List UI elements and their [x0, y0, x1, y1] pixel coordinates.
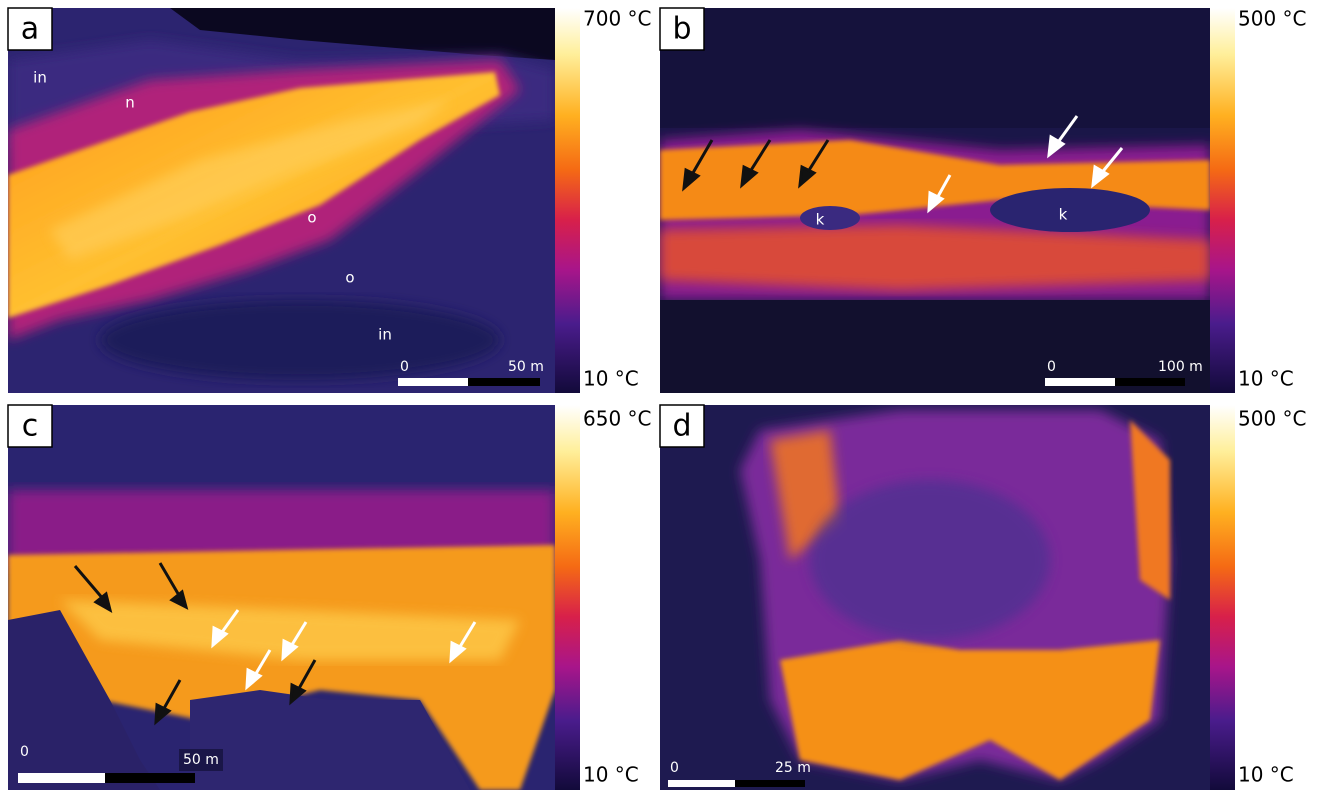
colorbar-max-label: 500 °C — [1238, 407, 1307, 431]
arrows — [73, 115, 1124, 726]
annotation: in — [33, 69, 47, 87]
colorbar-min-label: 10 °C — [583, 763, 639, 787]
scale-bar-white — [668, 780, 735, 787]
scale-bar-black — [468, 378, 540, 386]
panel-label: b — [672, 12, 691, 47]
panel-label-box — [659, 7, 705, 51]
panel-label: d — [672, 409, 691, 444]
scale-label: 0 — [670, 760, 679, 776]
scale-label: 0 — [400, 359, 409, 375]
panel-label: a — [21, 12, 39, 47]
annotation: k — [816, 211, 825, 229]
scale-label: 0 — [20, 744, 29, 760]
annotation: o — [345, 269, 354, 287]
scale-label: 50 m — [183, 752, 219, 768]
scale-label: 25 m — [775, 760, 811, 776]
scale-bar-white — [18, 773, 105, 783]
colorbar — [555, 8, 580, 393]
annotation: k — [1059, 206, 1068, 224]
thermal-image-a — [8, 8, 555, 393]
scale-bar-white — [398, 378, 468, 386]
colorbar-min-label: 10 °C — [1238, 367, 1294, 391]
scale-label: 100 m — [1158, 359, 1203, 375]
scale-bar-black — [105, 773, 195, 783]
colorbar — [555, 405, 580, 790]
thermal-image-d — [660, 405, 1210, 790]
annotation: n — [125, 94, 135, 112]
colorbar-max-label: 700 °C — [583, 7, 652, 31]
thermal-image-c — [8, 405, 555, 790]
colorbar-max-label: 500 °C — [1238, 7, 1307, 31]
panel-label-box — [7, 7, 53, 51]
colorbar-min-label: 10 °C — [583, 367, 639, 391]
scale-label-box — [179, 749, 223, 771]
colorbar-min-label: 10 °C — [1238, 763, 1294, 787]
scale-bar-black — [735, 780, 805, 787]
annotation: o — [307, 209, 316, 227]
scale-label: 50 m — [508, 359, 544, 375]
colorbar-max-label: 650 °C — [583, 407, 652, 431]
colorbar — [1210, 405, 1235, 790]
scale-bar-black — [1115, 378, 1185, 386]
panel-label-box — [659, 404, 705, 448]
annotation: in — [378, 326, 392, 344]
panel-label-box — [7, 404, 53, 448]
panel-label: c — [22, 409, 39, 444]
scale-label: 0 — [1047, 359, 1056, 375]
scale-bar-white — [1045, 378, 1115, 386]
colorbar — [1210, 8, 1235, 393]
